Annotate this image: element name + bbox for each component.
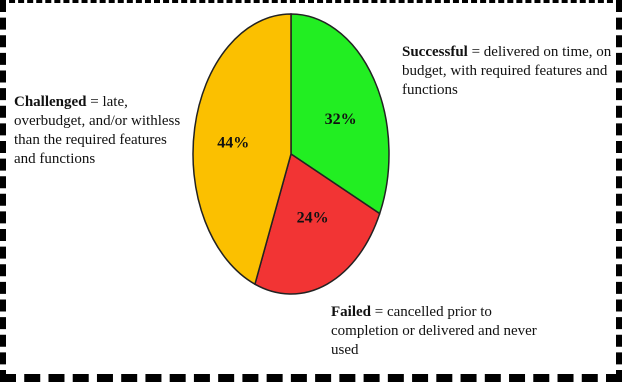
slice-label-successful: 32%	[325, 111, 357, 128]
legend-failed-name: Failed	[331, 304, 371, 320]
slice-label-failed: 24%	[297, 210, 329, 227]
pie-slice-challenged	[192, 13, 292, 286]
legend-successful-name: Successful	[402, 44, 468, 60]
legend-successful-description: = delivered on time, on budget, with req…	[402, 44, 612, 98]
pie-slice-successful	[290, 13, 390, 215]
legend-failed-description: = cancelled prior to completion or deliv…	[331, 304, 537, 358]
pie-slice-failed	[254, 152, 381, 295]
legend-challenged-name: Challenged	[14, 94, 87, 110]
legend-challenged-description: = late, overbudget, and/or withless than…	[14, 94, 181, 167]
legend-failed: Failed = cancelled prior to completion o…	[331, 303, 551, 360]
slice-label-challenged: 44%	[217, 134, 249, 151]
legend-successful: Successful = delivered on time, on budge…	[402, 43, 617, 100]
legend-challenged: Challenged = late, overbudget, and/or wi…	[14, 93, 189, 169]
